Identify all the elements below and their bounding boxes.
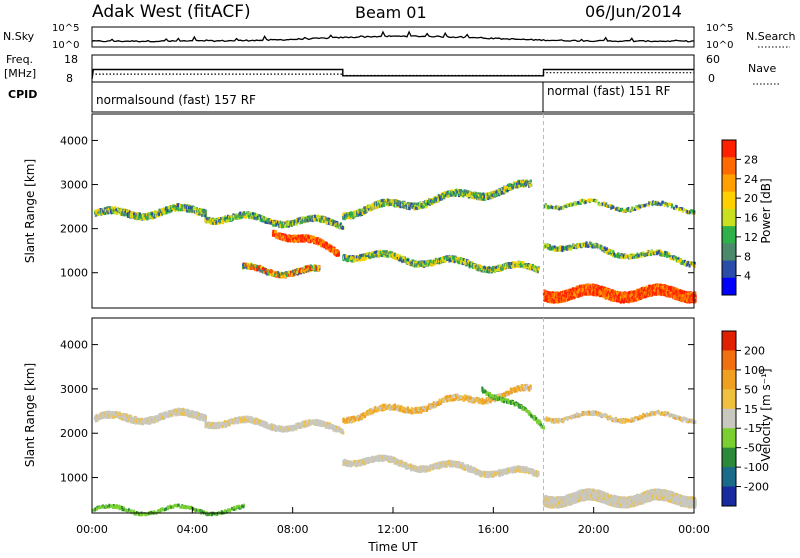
y-tick-label: 3000: [60, 179, 88, 192]
beam-title: Beam 01: [355, 3, 427, 22]
date-title: 06/Jun/2014: [585, 2, 682, 21]
colorbar-tick-label: 28: [744, 153, 758, 166]
cpid-segment-1: normalsound (fast) 157 RF: [96, 93, 256, 107]
cpid-panel: CPID normalsound (fast) 157 RF normal (f…: [8, 82, 694, 112]
colorbar-swatch: [722, 448, 736, 468]
power-colorbar: 4 8 12 16 20 24 28: [722, 140, 758, 296]
y-tick-label: 4000: [60, 339, 88, 352]
time-x-axis: 00:00 04:00 08:00 12:00 16:00 20:00 00:00: [76, 507, 710, 536]
station-title: Adak West (fitACF): [92, 2, 251, 22]
x-tick-label: 20:00: [578, 523, 610, 536]
colorbar-swatch: [722, 370, 736, 390]
nave-series: [92, 73, 694, 76]
x-axis-label: Time UT: [367, 540, 418, 554]
cpid-label: CPID: [8, 88, 37, 101]
x-tick-label: 00:00: [678, 523, 710, 536]
colorbar-tick-label: 24: [744, 173, 758, 186]
y-tick-label: 1000: [60, 472, 88, 485]
noise-panel: N.Sky 10^5 10^0 10^5 10^0 N.Search: [3, 23, 796, 51]
colorbar-swatch: [722, 261, 736, 279]
y-tick-label: 1000: [60, 267, 88, 280]
colorbar-swatch: [722, 243, 736, 261]
velocity-ylabel: Slant Range [km]: [23, 363, 37, 467]
freq-tick-low: 8: [66, 72, 73, 85]
colorbar-tick-label: -200: [744, 481, 769, 494]
nave-tick-high: 60: [706, 53, 720, 66]
freq-label: Freq.: [6, 53, 33, 66]
colorbar-tick-label: -100: [744, 461, 769, 474]
colorbar-swatch: [722, 467, 736, 487]
colorbar-tick-label: 200: [744, 344, 765, 357]
colorbar-tick-label: 12: [744, 231, 758, 244]
colorbar-tick-label: 50: [744, 383, 758, 396]
freq-unit-label: [MHz]: [4, 67, 36, 80]
colorbar-swatch: [722, 192, 736, 210]
cpid-segment-2: normal (fast) 151 RF: [547, 84, 671, 98]
y-tick-label: 2000: [60, 427, 88, 440]
y-tick-label: 3000: [60, 383, 88, 396]
noise-tick-high-left: 10^5: [52, 23, 79, 34]
colorbar-swatch: [722, 428, 736, 448]
colorbar-swatch: [722, 350, 736, 370]
colorbar-tick-label: 15: [744, 403, 758, 416]
power-panel: 1000 2000 3000 4000 Slant Range [km] 4 8 12 16…: [23, 114, 773, 308]
colorbar-swatch: [722, 409, 736, 429]
colorbar-swatch: [722, 278, 736, 296]
colorbar-swatch: [722, 331, 736, 351]
x-tick-label: 04:00: [176, 523, 208, 536]
noise-tick-low-right: 10^0: [706, 40, 733, 51]
nave-tick-low: 0: [708, 72, 715, 85]
y-tick-label: 4000: [60, 134, 88, 147]
colorbar-swatch: [722, 174, 736, 192]
frequency-series: [92, 70, 694, 80]
colorbar-swatch: [722, 226, 736, 244]
noise-tick-low-left: 10^0: [52, 40, 79, 51]
freq-panel: Freq. [MHz] 18 8 60 0 Nave: [4, 53, 780, 85]
colorbar-tick-label: 4: [744, 270, 751, 283]
velocity-heatmap: [92, 384, 697, 517]
colorbar-tick-label: 8: [744, 250, 751, 263]
colorbar-swatch: [722, 157, 736, 175]
x-tick-label: 00:00: [76, 523, 108, 536]
freq-tick-high: 18: [64, 53, 78, 66]
colorbar-swatch: [722, 389, 736, 409]
colorbar-tick-label: 20: [744, 192, 758, 205]
power-ylabel: Slant Range [km]: [23, 159, 37, 263]
power-colorbar-label: Power [dB]: [759, 178, 773, 243]
noise-tick-high-right: 10^5: [706, 23, 733, 34]
colorbar-swatch: [722, 209, 736, 227]
noise-sky-series: [92, 32, 694, 42]
nave-label: Nave: [748, 62, 776, 75]
x-tick-label: 12:00: [377, 523, 409, 536]
colorbar-swatch: [722, 140, 736, 158]
nsearch-label: N.Search: [746, 30, 796, 43]
colorbar-tick-label: 16: [744, 212, 758, 225]
x-tick-label: 08:00: [277, 523, 309, 536]
nsky-label: N.Sky: [3, 30, 35, 43]
colorbar-swatch: [722, 487, 736, 507]
velocity-colorbar-label: Velocity [m s⁻¹]: [759, 368, 773, 461]
power-heatmap: [94, 180, 697, 304]
x-tick-label: 16:00: [477, 523, 509, 536]
y-tick-label: 2000: [60, 223, 88, 236]
